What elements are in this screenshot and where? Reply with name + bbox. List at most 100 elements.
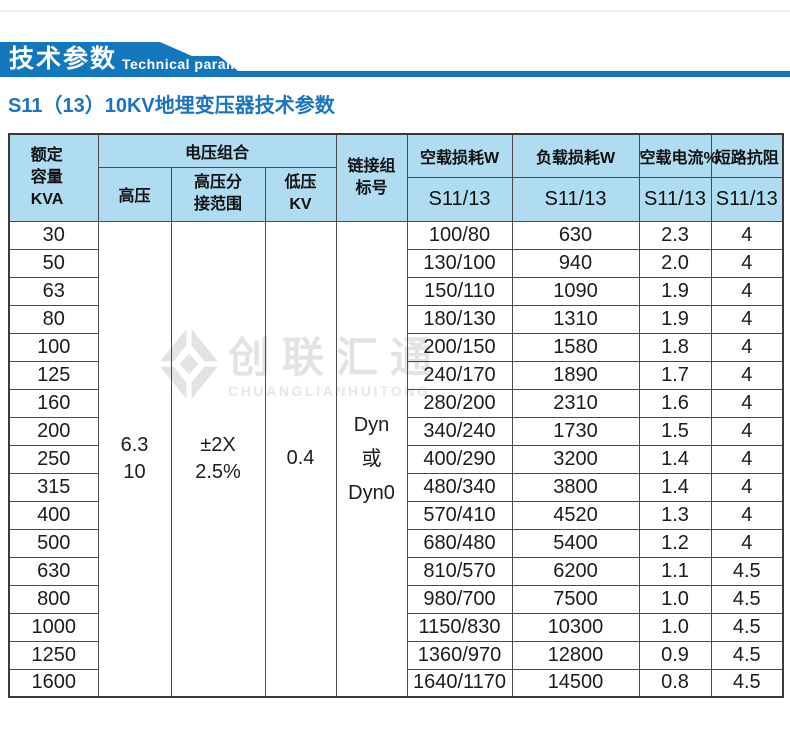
cell-no-load-loss: 1150/830 [406,612,513,642]
cell-impedance: 4.5 [710,584,784,614]
cell-impedance: 4.5 [710,612,784,642]
cell-kva: 63 [8,276,99,306]
cell-kva: 630 [8,556,99,586]
header-hv-tap-range: 高压分接范围 [170,166,266,222]
cell-kva: 30 [8,220,99,250]
cell-load-loss: 2310 [511,388,640,418]
cell-load-loss: 3200 [511,444,640,474]
cell-no-load-current: 0.9 [638,640,712,670]
cell-impedance: 4 [710,276,784,306]
spec-table: 额定容量KVA 电压组合 链接组标号 空载损耗W 负载损耗W 空载电流% 短路抗… [8,133,784,698]
cell-load-loss: 940 [511,248,640,278]
top-divider-line [0,10,790,12]
cell-no-load-current: 1.9 [638,276,712,306]
cell-no-load-loss: 1360/970 [406,640,513,670]
cell-load-loss: 7500 [511,584,640,614]
cell-impedance: 4 [710,332,784,362]
cell-no-load-current: 1.1 [638,556,712,586]
cell-no-load-loss: 810/570 [406,556,513,586]
cell-no-load-current: 2.3 [638,220,712,250]
banner-subtitle: Technical parameter [122,56,267,72]
page-title: S11（13）10KV地埋变压器技术参数 [8,95,335,117]
cell-kva: 400 [8,500,99,530]
cell-no-load-loss: 980/700 [406,584,513,614]
cell-no-load-loss: 480/340 [406,472,513,502]
cell-no-load-loss: 180/130 [406,304,513,334]
table-row: 80 180/130 1310 1.9 4 [8,304,784,334]
cell-no-load-current: 1.9 [638,304,712,334]
cell-no-load-current: 1.6 [638,388,712,418]
header-capacity: 额定容量KVA [8,133,99,222]
subheader-model-load-loss: S11/13 [511,176,640,222]
header-load-loss: 负载损耗W [511,133,640,178]
cell-load-loss: 1090 [511,276,640,306]
cell-impedance: 4 [710,444,784,474]
table-row: 1000 1150/830 10300 1.0 4.5 [8,612,784,642]
cell-kva: 100 [8,332,99,362]
cell-impedance: 4.5 [710,640,784,670]
cell-load-loss: 12800 [511,640,640,670]
cell-impedance: 4 [710,220,784,250]
cell-load-loss: 1730 [511,416,640,446]
banner-title: 技术参数 [9,45,118,73]
cell-load-loss: 1580 [511,332,640,362]
cell-impedance: 4 [710,388,784,418]
cell-impedance: 4 [710,360,784,390]
header-short-circuit-impedance: 短路抗阻 [710,133,784,178]
cell-no-load-current: 1.2 [638,528,712,558]
cell-no-load-current: 1.0 [638,612,712,642]
cell-load-loss: 5400 [511,528,640,558]
cell-kva: 500 [8,528,99,558]
cell-no-load-loss: 400/290 [406,444,513,474]
cell-kva: 125 [8,360,99,390]
subheader-model-impedance: S11/13 [710,176,784,222]
header-row-2: 高压 高压分接范围 低压KV [9,166,783,222]
header-row-1: 额定容量KVA 电压组合 链接组标号 空载损耗W 负载损耗W 空载电流% 短路抗… [8,133,784,222]
cell-no-load-current: 1.7 [638,360,712,390]
cell-no-load-current: 0.8 [638,668,712,698]
cell-no-load-current: 1.3 [638,500,712,530]
cell-kva: 50 [8,248,99,278]
cell-no-load-current: 1.8 [638,332,712,362]
cell-load-loss: 630 [511,220,640,250]
cell-kva: 315 [8,472,99,502]
cell-kva: 1600 [8,668,99,698]
table-row: 160 280/200 2310 1.6 4 [8,388,784,418]
cell-load-loss: 6200 [511,556,640,586]
cell-no-load-loss: 1640/1170 [406,668,513,698]
cell-impedance: 4 [710,304,784,334]
cell-kva: 1000 [8,612,99,642]
cell-kva: 80 [8,304,99,334]
table-row: 250 400/290 3200 1.4 4 [8,444,784,474]
table-row: 125 240/170 1890 1.7 4 [8,360,784,390]
cell-no-load-current: 1.5 [638,416,712,446]
cell-no-load-current: 1.0 [638,584,712,614]
table-row: 200 340/240 1730 1.5 4 [8,416,784,446]
cell-load-loss: 4520 [511,500,640,530]
cell-no-load-loss: 340/240 [406,416,513,446]
cell-no-load-loss: 150/110 [406,276,513,306]
cell-kva: 800 [8,584,99,614]
cell-impedance: 4 [710,528,784,558]
cell-load-loss: 3800 [511,472,640,502]
cell-no-load-loss: 130/100 [406,248,513,278]
subheader-model-no-load-loss: S11/13 [406,176,513,222]
cell-hv-voltage: 6.3 10 [97,220,172,698]
table-row: 63 150/110 1090 1.9 4 [8,276,784,306]
cell-impedance: 4 [710,248,784,278]
table-row: 500 680/480 5400 1.2 4 [8,528,784,558]
cell-impedance: 4.5 [710,668,784,698]
cell-kva: 250 [8,444,99,474]
cell-load-loss: 1310 [511,304,640,334]
header-hv: 高压 [97,166,172,222]
cell-no-load-loss: 280/200 [406,388,513,418]
cell-no-load-loss: 100/80 [406,220,513,250]
cell-load-loss: 1890 [511,360,640,390]
header-lv: 低压KV [264,166,337,222]
header-vector-group: 链接组标号 [335,133,408,222]
cell-impedance: 4 [710,500,784,530]
cell-kva: 200 [8,416,99,446]
table-row: 400 570/410 4520 1.3 4 [8,500,784,530]
subheader-model-no-load-current: S11/13 [638,176,712,222]
